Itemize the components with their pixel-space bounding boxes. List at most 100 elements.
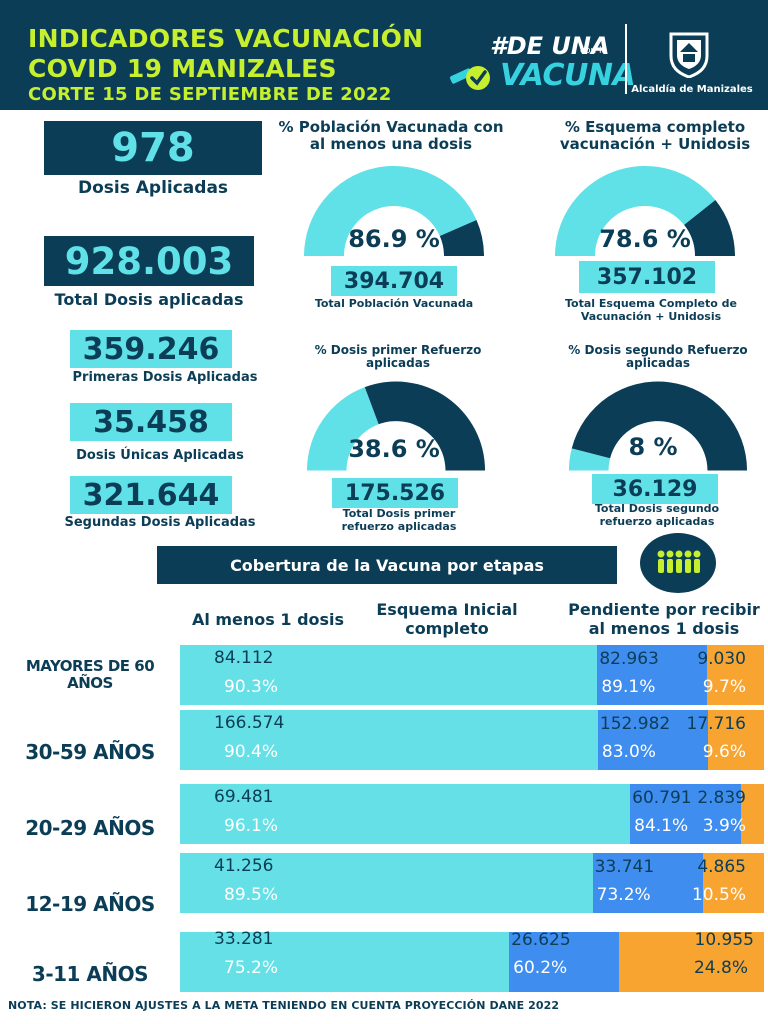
column-header-pending: Pendiente por recibir al menos 1 dosis	[568, 600, 760, 638]
gauge-1-label: Total Población Vacunada	[314, 297, 474, 310]
label-pending-value: 10.955	[694, 930, 754, 950]
label-complete-scheme-pct: 83.0%	[601, 742, 656, 762]
label-at-least-one-pct: 90.3%	[224, 677, 279, 697]
header-divider	[625, 24, 627, 94]
coverage-bar: 33.281 75.2% 26.625 60.2% 10.955 24.8%	[180, 929, 764, 992]
gauge-2-filled-arc	[555, 166, 716, 256]
cutoff-date: CORTE 15 DE SEPTIEMBRE DE 2022	[28, 84, 392, 105]
gauge-3-percent: 38.6 %	[348, 435, 440, 463]
segment-at-least-one-dose	[180, 645, 598, 705]
header-banner: INDICADORES VACUNACIÓN COVID 19 MANIZALE…	[0, 0, 768, 110]
gauge-2-value: 357.102	[579, 261, 715, 293]
gauge-3-remaining-arc	[364, 381, 486, 471]
coverage-banner: Cobertura de la Vacuna por etapas	[157, 546, 617, 584]
label-complete-scheme-value: 82.963	[599, 649, 659, 669]
segment-complete-scheme	[592, 853, 703, 913]
segment-pending	[707, 645, 764, 705]
single-doses-label: Dosis Únicas Aplicadas	[76, 448, 244, 463]
gauge-1-remaining-arc	[439, 219, 484, 256]
single-doses-value: 35.458	[70, 403, 232, 441]
label-complete-scheme-value: 152.982	[599, 714, 671, 734]
campaign-connector: con la	[580, 46, 608, 56]
applied-doses-label: Dosis Aplicadas	[77, 178, 229, 198]
gauge-3-title: % Dosis primer Refuerzo aplicadas	[314, 343, 482, 370]
row-label: MAYORES DE 60 AÑOS	[25, 657, 155, 692]
gauge-2-title: % Esquema completo vacunación + Unidosis	[559, 118, 751, 153]
segment-pending	[702, 853, 764, 913]
row-label: 20-29 AÑOS	[25, 816, 155, 840]
gauge-4-label: Total Dosis segundo refuerzo aplicadas	[594, 502, 720, 528]
gauge-2	[555, 166, 735, 256]
segment-pending	[707, 710, 764, 770]
coverage-bar: 166.574 90.4% 152.982 83.0% 17.716 9.6%	[180, 710, 764, 770]
label-complete-scheme-pct: 84.1%	[634, 816, 689, 836]
segment-at-least-one-dose	[180, 710, 598, 770]
coverage-bar: 41.256 89.5% 33.741 73.2% 4.865 10.5%	[180, 853, 764, 913]
total-doses-label: Total Dosis aplicadas	[54, 290, 244, 309]
syringe-check-icon	[449, 66, 490, 90]
gauge-3-filled-arc	[306, 387, 379, 471]
label-complete-scheme-value: 33.741	[594, 857, 655, 877]
label-pending-pct: 9.6%	[702, 742, 746, 762]
applied-doses-value: 978	[44, 121, 262, 175]
label-complete-scheme-pct: 89.1%	[601, 677, 656, 697]
title-line-1: INDICADORES VACUNACIÓN	[28, 24, 424, 53]
label-at-least-one-pct: 75.2%	[224, 958, 279, 978]
total-doses-value: 928.003	[44, 236, 254, 286]
label-at-least-one-value: 41.256	[214, 856, 274, 876]
institution-name: Alcaldía de Manizales	[631, 84, 753, 95]
label-at-least-one-value: 166.574	[214, 713, 285, 733]
label-pending-value: 9.030	[697, 649, 746, 669]
people-group-icon	[640, 533, 716, 593]
gauge-3-label: Total Dosis primer refuerzo aplicadas	[341, 507, 457, 533]
row-label: 30-59 AÑOS	[25, 740, 155, 764]
gauge-2-remaining-arc	[684, 199, 735, 256]
second-doses-label: Segundas Dosis Aplicadas	[64, 515, 256, 530]
campaign-logo: #DE UNA con la VACUNA	[440, 22, 636, 98]
label-pending-value: 17.716	[686, 714, 746, 734]
gauge-4-remaining-arc	[571, 381, 748, 471]
label-pending-value: 2.839	[697, 788, 746, 808]
label-pending-pct: 24.8%	[693, 958, 748, 978]
label-complete-scheme-pct: 60.2%	[513, 958, 568, 978]
row-label: 12-19 AÑOS	[25, 892, 155, 916]
coverage-bar: 69.481 96.1% 60.791 84.1% 2.839 3.9%	[180, 784, 764, 844]
label-pending-pct: 9.7%	[702, 677, 746, 697]
column-header-complete-scheme: Esquema Inicial completo	[376, 600, 518, 638]
gauge-1	[304, 166, 484, 256]
label-complete-scheme-pct: 73.2%	[596, 885, 651, 905]
label-at-least-one-value: 33.281	[214, 929, 274, 949]
first-doses-label: Primeras Dosis Aplicadas	[72, 370, 258, 385]
gauge-1-value: 394.704	[331, 266, 457, 296]
label-at-least-one-pct: 96.1%	[224, 816, 279, 836]
label-complete-scheme-value: 26.625	[511, 930, 571, 950]
first-doses-value: 359.246	[70, 330, 232, 368]
segment-at-least-one-dose	[180, 932, 510, 992]
gauge-4	[568, 381, 748, 471]
gauge-1-filled-arc	[304, 166, 477, 256]
gauge-2-label: Total Esquema Completo de Vacunación + U…	[565, 297, 737, 323]
segment-complete-scheme	[597, 645, 708, 705]
label-at-least-one-pct: 90.4%	[224, 742, 279, 762]
title-line-2: COVID 19 MANIZALES	[28, 54, 337, 83]
gauge-4-title: % Dosis segundo Refuerzo aplicadas	[568, 343, 748, 370]
campaign-hashtag: #DE UNA	[490, 32, 610, 60]
gauge-1-percent: 86.9 %	[348, 225, 440, 253]
row-label: 3-11 AÑOS	[31, 962, 149, 986]
segment-at-least-one-dose	[180, 784, 631, 844]
gauge-1-title: % Población Vacunada con al menos una do…	[278, 118, 504, 153]
label-pending-value: 4.865	[697, 857, 746, 877]
segment-pending	[619, 932, 764, 992]
label-complete-scheme-value: 60.791	[632, 788, 692, 808]
footnote: NOTA: SE HICIERON AJUSTES A LA META TENI…	[8, 999, 560, 1012]
label-at-least-one-value: 69.481	[214, 787, 274, 807]
gauge-2-percent: 78.6 %	[599, 225, 691, 253]
campaign-word: VACUNA	[500, 58, 636, 93]
second-doses-value: 321.644	[70, 476, 232, 514]
coverage-bar: 84.112 90.3% 82.963 89.1% 9.030 9.7%	[180, 645, 764, 705]
label-pending-pct: 10.5%	[691, 885, 746, 905]
city-shield-icon	[669, 32, 709, 78]
segment-at-least-one-dose	[180, 853, 593, 913]
segment-complete-scheme	[597, 710, 708, 770]
label-at-least-one-value: 84.112	[214, 648, 274, 668]
